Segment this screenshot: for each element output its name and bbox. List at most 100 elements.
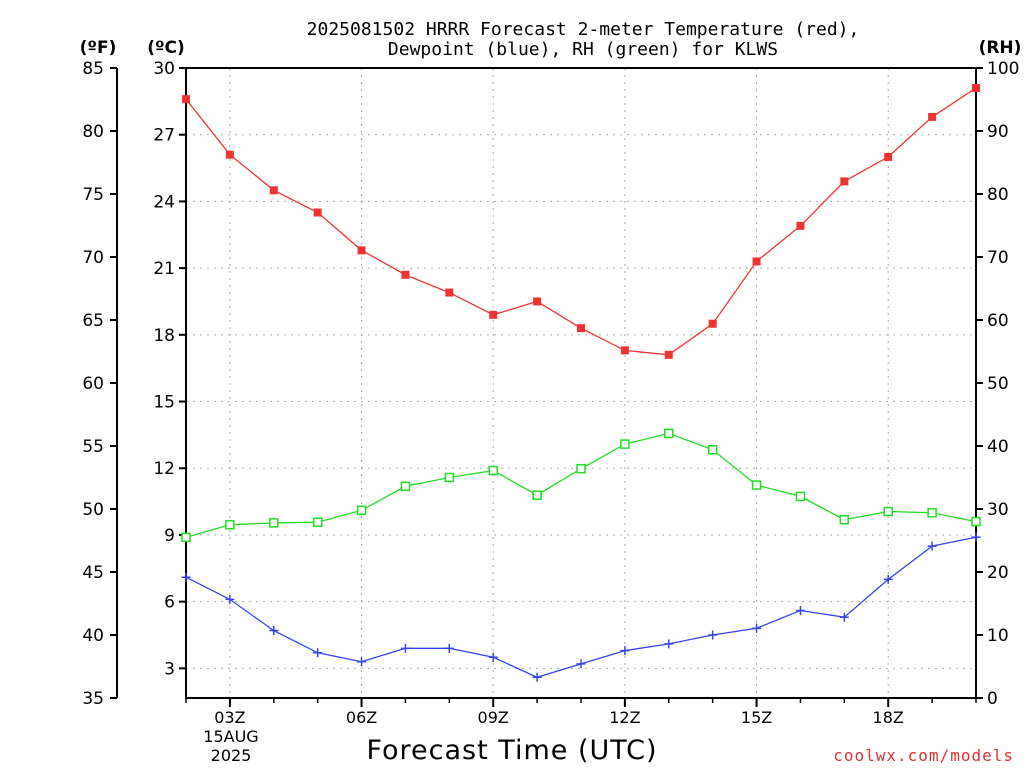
- title: 2025081502 HRRR Forecast 2-meter Tempera…: [307, 19, 860, 60]
- temperature-point: [182, 95, 190, 104]
- temperature-point: [620, 346, 629, 355]
- temperature-point: [445, 288, 454, 297]
- fahrenheit-tick-label: 85: [82, 59, 104, 79]
- rh-tick-label: 50: [987, 374, 1009, 394]
- rh-point: [576, 463, 586, 474]
- celsius-tick-label: 27: [153, 126, 175, 146]
- rh-tick-label: 20: [987, 563, 1009, 583]
- rh-point: [883, 506, 893, 517]
- rh-point: [269, 518, 279, 528]
- dewpoint-point: [708, 630, 718, 640]
- x-date-line-1: 15AUG: [203, 727, 258, 746]
- rh-tick-label: 10: [987, 626, 1009, 646]
- dewpoint-point: [488, 652, 498, 662]
- dewpoint-point: [883, 574, 893, 584]
- rh-line: [185, 432, 977, 539]
- rh-point: [795, 491, 806, 502]
- dewpoint-point: [313, 648, 323, 658]
- temperature-point: [752, 257, 761, 266]
- fahrenheit-tick-label: 45: [82, 563, 104, 583]
- temperature-point: [972, 84, 980, 93]
- x-tick-label: 09Z: [478, 708, 509, 727]
- fahrenheit-tick-label: 75: [82, 185, 104, 205]
- temperature-point: [357, 246, 366, 255]
- fahrenheit-unit-label: (ºF): [80, 38, 117, 58]
- dewpoint-point: [839, 612, 849, 622]
- fahrenheit-tick-label: 35: [82, 689, 104, 709]
- rh-tick-label: 30: [987, 500, 1009, 520]
- rh-tick-label: 40: [987, 437, 1009, 457]
- rh-point: [181, 532, 191, 543]
- rh-point: [400, 481, 411, 492]
- rh-point: [488, 465, 498, 476]
- rh-point: [225, 520, 235, 530]
- dewpoint-point: [181, 572, 191, 582]
- x-tick-label: 06Z: [346, 708, 377, 727]
- x-tick-label: 18Z: [873, 708, 904, 727]
- rh-tick-label: 90: [987, 122, 1009, 142]
- temperature-point: [533, 297, 542, 306]
- temperature-point: [401, 270, 410, 279]
- fahrenheit-tick-label: 70: [82, 248, 104, 268]
- rh-unit-label: (RH): [979, 38, 1022, 58]
- temperature-line: [185, 87, 977, 356]
- series-layer: [181, 84, 981, 682]
- dewpoint-point: [400, 643, 410, 653]
- title-line-1: 2025081502 HRRR Forecast 2-meter Tempera…: [307, 19, 860, 40]
- fahrenheit-tick-label: 80: [82, 122, 104, 142]
- dewpoint-point: [444, 643, 454, 653]
- rh-tick-label: 80: [987, 185, 1009, 205]
- temperature-point: [840, 177, 849, 186]
- rh-point: [312, 517, 323, 527]
- celsius-tick-label: 3: [164, 659, 175, 679]
- rh-point: [839, 514, 850, 525]
- celsius-tick-label: 24: [153, 192, 175, 212]
- plot-frame: [185, 67, 977, 699]
- celsius-tick-label: 6: [164, 593, 175, 613]
- x-tick-label: 12Z: [609, 708, 640, 727]
- celsius-tick-label: 18: [153, 326, 175, 346]
- celsius-tick-label: 9: [164, 526, 175, 546]
- dewpoint-point: [795, 606, 805, 616]
- grid: [186, 67, 976, 698]
- rh-point: [620, 439, 630, 449]
- temperature-point: [489, 310, 498, 319]
- x-tick-label: 03Z: [214, 708, 245, 727]
- x-axis-title: Forecast Time (UTC): [366, 735, 657, 766]
- rh-point: [356, 505, 367, 516]
- dewpoint-point: [576, 659, 586, 669]
- watermark: coolwx.com/models: [833, 746, 1014, 765]
- temperature-point: [796, 221, 805, 230]
- fahrenheit-tick-label: 55: [82, 437, 104, 457]
- dewpoint-point: [752, 623, 762, 633]
- temperature-point: [269, 186, 278, 195]
- temperature-point: [664, 350, 673, 359]
- celsius-tick-label: 30: [153, 59, 175, 79]
- fahrenheit-tick-label: 65: [82, 311, 104, 331]
- dewpoint-point: [620, 646, 630, 656]
- dewpoint-point: [927, 541, 937, 551]
- rh-tick-label: 0: [987, 689, 998, 709]
- rh-tick-label: 100: [987, 59, 1019, 79]
- fahrenheit-tick-label: 60: [82, 374, 104, 394]
- rh-point: [927, 508, 937, 518]
- dewpoint-point: [225, 594, 235, 604]
- temperature-point: [225, 150, 234, 159]
- rh-point: [532, 490, 542, 500]
- rh-point: [971, 516, 981, 527]
- dewpoint-point: [269, 626, 279, 636]
- temperature-point: [928, 112, 937, 121]
- fahrenheit-tick-label: 40: [82, 626, 104, 646]
- dewpoint-point: [532, 672, 542, 682]
- title-line-2: Dewpoint (blue), RH (green) for KLWS: [388, 39, 778, 60]
- celsius-tick-label: 15: [153, 393, 175, 413]
- rh-point: [751, 480, 762, 490]
- rh-tick-label: 60: [987, 311, 1009, 331]
- dewpoint-line: [185, 536, 977, 678]
- rh-point: [664, 428, 674, 439]
- dewpoint-point: [357, 657, 367, 667]
- celsius-tick-label: 12: [153, 459, 175, 479]
- celsius-tick-label: 21: [153, 259, 175, 279]
- temperature-point: [708, 319, 717, 328]
- dewpoint-point: [971, 532, 981, 542]
